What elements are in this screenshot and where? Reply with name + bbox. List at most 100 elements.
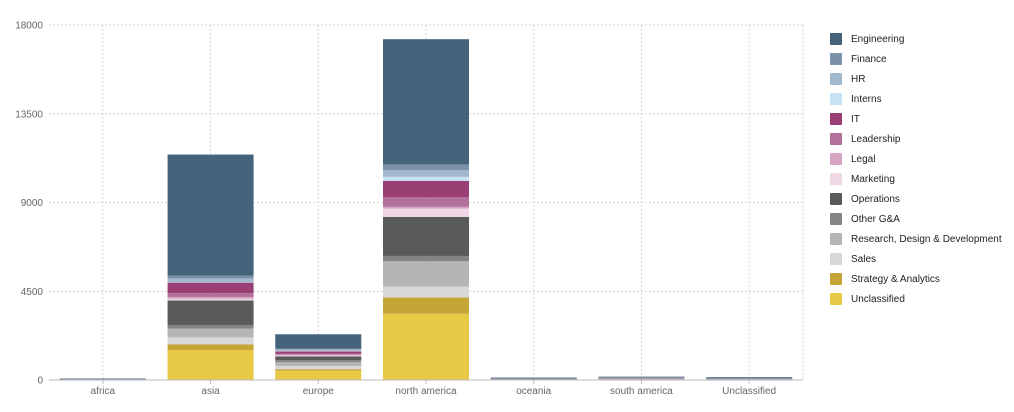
legend-label: Other G&A <box>851 213 900 225</box>
legend-item[interactable]: HR <box>830 69 1002 89</box>
legend-item[interactable]: Research, Design & Development <box>830 229 1002 249</box>
legend-swatch <box>830 133 842 145</box>
bar-segment[interactable]: Leadership: 50 <box>275 353 362 355</box>
legend-item[interactable]: Unclassified <box>830 289 1002 309</box>
bar-segment[interactable]: Research, Design & Development: 1280 <box>383 261 469 287</box>
legend-label: HR <box>851 73 866 85</box>
bar-segment[interactable]: Unclassified: 470 <box>275 370 362 380</box>
legend-item[interactable]: Operations <box>830 189 1002 209</box>
bar-segment[interactable]: Marketing: 420 <box>383 208 469 217</box>
bar-segment[interactable]: Marketing: 50 <box>275 355 362 357</box>
legend-label: IT <box>851 113 860 125</box>
y-tick-label: 0 <box>37 376 43 387</box>
legend-item[interactable]: Leadership <box>830 129 1002 149</box>
legend-item[interactable]: Finance <box>830 49 1002 69</box>
bar-segment[interactable]: Engineering: 40 <box>490 377 577 379</box>
bar-stack-north-america[interactable]: Unclassified: 3360Strategy & Analytics: … <box>383 39 469 380</box>
bar-segment[interactable]: IT: 130 <box>275 351 362 354</box>
bar-segment[interactable]: Other G&A: 270 <box>383 255 469 262</box>
legend-swatch <box>830 93 842 105</box>
legend-label: Research, Design & Development <box>851 233 1002 245</box>
bar-segment[interactable]: Legal: 80 <box>167 297 254 299</box>
legend-swatch <box>830 73 842 85</box>
bar-segment[interactable]: Finance: 280 <box>383 164 469 170</box>
legend-item[interactable]: Strategy & Analytics <box>830 269 1002 289</box>
legend-label: Sales <box>851 253 877 265</box>
bar-stack-south-america[interactable]: Unclassified: 30Strategy & Analytics: 10… <box>598 376 685 381</box>
bar-stack-europe[interactable]: Unclassified: 470Strategy & Analytics: 8… <box>275 334 362 380</box>
bar-segment[interactable]: Engineering: 730 <box>275 334 362 349</box>
bar-segment[interactable]: Engineering: 35 <box>598 376 685 378</box>
bar-segment[interactable]: Engineering: 6140 <box>167 154 254 276</box>
legend-item[interactable]: Interns <box>830 89 1002 109</box>
bar-segment[interactable]: Sales: 360 <box>167 337 254 345</box>
legend-item[interactable]: Legal <box>830 149 1002 169</box>
bar-segment[interactable]: Marketing: 90 <box>167 298 254 301</box>
bar-segment[interactable]: Leadership: 200 <box>167 293 254 298</box>
bar-segment[interactable]: Finance: 50 <box>275 348 362 350</box>
bar-segment[interactable]: IT: 540 <box>167 282 254 294</box>
x-tick-label: north america <box>395 386 457 397</box>
bar-segment[interactable]: Operations: 1240 <box>167 300 254 325</box>
bar-segment[interactable]: Unclassified: 1520 <box>167 350 254 380</box>
legend-swatch <box>830 233 842 245</box>
bar-segment[interactable]: Unclassified: 3360 <box>383 313 469 380</box>
legend-swatch <box>830 53 842 65</box>
bar-segment[interactable]: Research, Design & Development: 450 <box>167 328 254 338</box>
legend-item[interactable]: Marketing <box>830 169 1002 189</box>
bar-segment[interactable]: Interns: 30 <box>167 281 254 283</box>
bar-segment[interactable]: Other G&A: 100 <box>275 360 362 363</box>
bar-segment[interactable]: Leadership: 480 <box>383 197 469 207</box>
legend-swatch <box>830 113 842 125</box>
bar-segment[interactable]: Legal: 90 <box>383 206 469 209</box>
y-tick-label: 13500 <box>15 109 43 120</box>
bar-segment[interactable]: Other G&A: 180 <box>167 324 254 329</box>
bar-segment[interactable]: Strategy & Analytics: 80 <box>275 369 362 371</box>
legend-swatch <box>830 153 842 165</box>
x-tick-label: asia <box>201 386 220 397</box>
bar-segment[interactable]: Sales: 160 <box>275 365 362 370</box>
bar-segment[interactable]: Strategy & Analytics: 820 <box>383 297 469 314</box>
bar-stack-asia[interactable]: Unclassified: 1520Strategy & Analytics: … <box>167 154 254 380</box>
legend-label: Unclassified <box>851 293 905 305</box>
bar-segment[interactable]: Operations: 1980 <box>383 216 469 256</box>
bar-segment[interactable]: IT: 840 <box>383 180 469 198</box>
x-tick-label: oceania <box>516 386 551 397</box>
bar-segment[interactable]: Legal: 30 <box>275 354 362 356</box>
bar-segment[interactable]: Finance: 5 <box>598 377 685 378</box>
bar-segment[interactable]: Finance: 140 <box>167 275 254 279</box>
chart-legend: Engineering Finance HR Interns IT Leadership L… <box>830 29 1002 309</box>
bar-segment[interactable]: Engineering: 6350 <box>383 39 469 165</box>
legend-label: Operations <box>851 193 900 205</box>
bar-segment[interactable]: Interns: 200 <box>383 176 469 181</box>
legend-label: Engineering <box>851 33 905 45</box>
bar-segment[interactable]: HR: 60 <box>275 349 362 351</box>
x-tick-label: africa <box>91 386 116 397</box>
bar-segment[interactable]: Finance: 5 <box>706 378 793 379</box>
bar-segment[interactable]: HR: 350 <box>383 169 469 177</box>
bar-segment[interactable]: Finance: 5 <box>490 378 577 379</box>
legend-label: Strategy & Analytics <box>851 273 940 285</box>
legend-item[interactable]: Engineering <box>830 29 1002 49</box>
legend-swatch <box>830 253 842 265</box>
legend-item[interactable]: IT <box>830 109 1002 129</box>
bar-segment[interactable]: Engineering: 50 <box>706 377 793 379</box>
legend-label: Finance <box>851 53 887 65</box>
y-tick-label: 4500 <box>21 287 44 298</box>
legend-item[interactable]: Sales <box>830 249 1002 269</box>
legend-item[interactable]: Other G&A <box>830 209 1002 229</box>
legend-swatch <box>830 193 842 205</box>
x-tick-label: Unclassified <box>722 386 776 397</box>
bar-segment[interactable]: Sales: 560 <box>383 286 469 298</box>
bar-segment[interactable]: Strategy & Analytics: 280 <box>167 344 254 351</box>
bar-segment[interactable]: HR: 180 <box>167 278 254 282</box>
axis-layer: 0 4500 9000 13500 18000 africa asia europe north… <box>15 21 803 397</box>
bar-segment[interactable]: Interns: 20 <box>275 350 362 352</box>
legend-swatch <box>830 293 842 305</box>
bar-segment[interactable]: Operations: 200 <box>275 356 362 361</box>
legend-swatch <box>830 173 842 185</box>
bar-segment[interactable]: Engineering: 5 <box>59 378 146 380</box>
bar-segment[interactable]: Research, Design & Development: 190 <box>275 362 362 366</box>
